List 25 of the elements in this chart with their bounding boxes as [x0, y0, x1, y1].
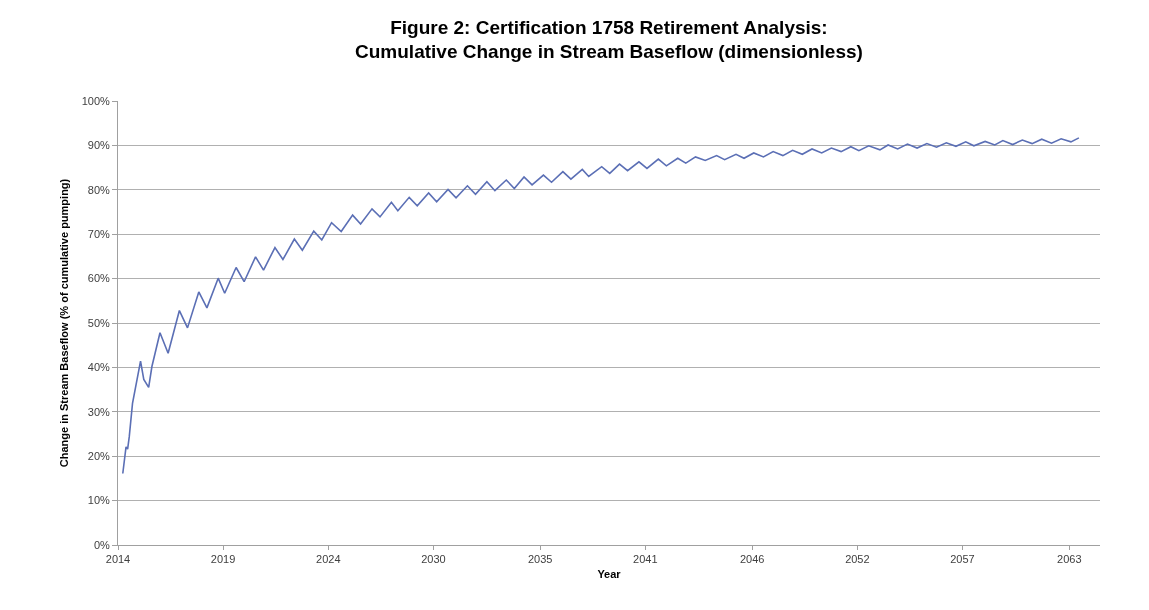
- x-tick-label: 2035: [527, 553, 553, 566]
- y-tick-label: 20%: [87, 450, 110, 463]
- y-tick-label: 40%: [87, 361, 110, 374]
- y-tick-label: 0%: [93, 538, 111, 551]
- y-tick-label: 70%: [87, 228, 110, 241]
- x-tick-label: 2057: [950, 553, 975, 566]
- x-tick-label: 2052: [845, 553, 870, 566]
- x-tick-label: 2019: [210, 553, 236, 566]
- x-axis-title: Year: [597, 568, 622, 581]
- y-axis-title: Change in Stream Baseflow (% of cumulative pumping): [58, 178, 71, 468]
- x-tick-label: 2046: [739, 553, 765, 566]
- y-tick-label: 90%: [87, 139, 110, 152]
- x-tick-label: 2030: [421, 553, 446, 566]
- x-tick-label: 2041: [633, 553, 658, 566]
- y-tick-label: 60%: [87, 272, 110, 285]
- y-tick-label: 100%: [81, 94, 111, 107]
- line-series: [121, 137, 1080, 475]
- y-tick-label: 10%: [87, 494, 110, 507]
- x-tick-label: 2063: [1057, 553, 1082, 566]
- y-tick-label: 50%: [87, 316, 110, 329]
- x-tick-label: 2014: [105, 553, 131, 566]
- y-tick-label: 30%: [87, 405, 110, 418]
- y-tick-label: 80%: [87, 183, 110, 196]
- chart-title: Figure 2: Certification 1758 Retirement Analysis: Cumulative Change in Stream Baseflow (dimensionless): [355, 16, 863, 63]
- x-tick-label: 2024: [316, 553, 341, 566]
